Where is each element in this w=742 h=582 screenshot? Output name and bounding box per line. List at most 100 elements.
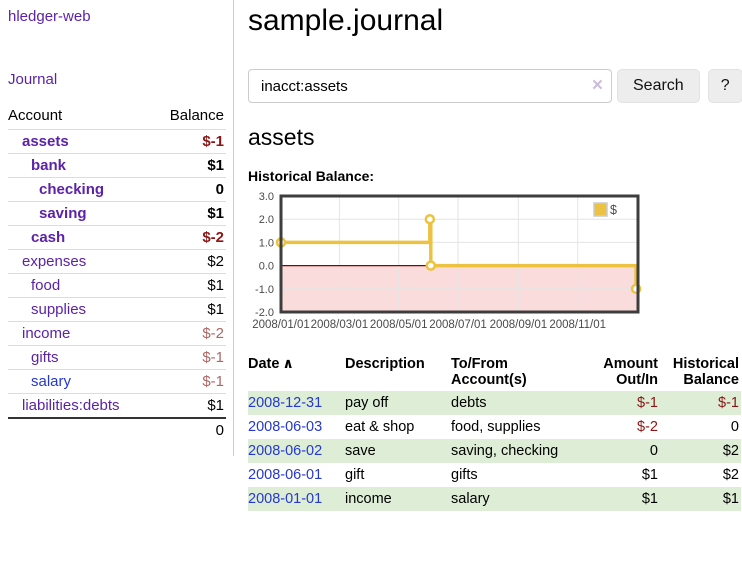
account-link-income[interactable]: income xyxy=(22,325,71,342)
transaction-balance: $-1 xyxy=(718,395,739,411)
transaction-accounts: salary xyxy=(451,491,490,507)
transaction-date-link[interactable]: 2008-06-01 xyxy=(248,467,323,483)
account-row: checking 0 xyxy=(8,177,226,202)
page-title: sample.journal xyxy=(248,4,444,37)
svg-text:2008/11/01: 2008/11/01 xyxy=(549,319,606,331)
account-row: salary $-1 xyxy=(8,369,226,394)
svg-text:1.0: 1.0 xyxy=(259,237,274,249)
account-balance: 0 xyxy=(215,181,224,198)
account-link-expenses[interactable]: expenses xyxy=(22,253,87,270)
account-row: gifts $-1 xyxy=(8,345,226,370)
transaction-date-link[interactable]: 2008-01-01 xyxy=(248,491,323,507)
account-link-supplies[interactable]: supplies xyxy=(31,301,87,318)
historical-balance-chart: 3.0 2.0 1.0 0.0 -1.0 -2.0 2008/01/01 2008/03/01… xyxy=(248,191,648,335)
transaction-description: pay off xyxy=(345,395,389,411)
account-balance: $1 xyxy=(207,277,224,294)
account-balance: $-1 xyxy=(202,133,224,150)
svg-text:-2.0: -2.0 xyxy=(255,307,274,319)
svg-text:2008/09/01: 2008/09/01 xyxy=(490,319,548,331)
transaction-description: gift xyxy=(345,467,365,483)
register-col-amount: Amount Out/In xyxy=(603,356,658,388)
register-col-balance: Historical Balance xyxy=(672,356,739,388)
svg-text:2008/07/01: 2008/07/01 xyxy=(429,319,487,331)
page: hledger-web Journal Account Balance asse… xyxy=(0,0,742,519)
register-row: 2008-06-03 eat & shop food, supplies $-2… xyxy=(248,415,741,439)
transaction-amount: $-1 xyxy=(637,395,658,411)
account-link-liabilities-debts[interactable]: liabilities:debts xyxy=(22,397,120,414)
account-row: saving $1 xyxy=(8,201,226,226)
svg-text:2008/03/01: 2008/03/01 xyxy=(311,319,369,331)
register-col-description: Description xyxy=(345,356,425,372)
register-table: Date ∧ Description To/From Account(s) Amo… xyxy=(248,353,741,511)
register-row: 2008-06-02 save saving, checking 0 $2 xyxy=(248,439,741,463)
transaction-balance: $1 xyxy=(722,491,739,507)
transaction-description: income xyxy=(345,491,392,507)
svg-text:3.0: 3.0 xyxy=(259,191,274,203)
accounts-total-value: 0 xyxy=(215,422,224,439)
svg-text:2.0: 2.0 xyxy=(259,214,274,226)
help-button[interactable]: ? xyxy=(707,69,742,103)
account-link-saving[interactable]: saving xyxy=(39,205,87,222)
account-row: income $-2 xyxy=(8,321,226,346)
transaction-accounts: gifts xyxy=(451,467,478,483)
account-balance: $1 xyxy=(207,397,224,414)
account-balance: $-2 xyxy=(202,325,224,342)
transaction-date-link[interactable]: 2008-12-31 xyxy=(248,395,323,411)
account-row: expenses $2 xyxy=(8,249,226,274)
account-link-salary[interactable]: salary xyxy=(31,373,72,390)
transaction-balance: 0 xyxy=(730,419,739,435)
transaction-amount: 0 xyxy=(649,443,658,459)
account-row: food $1 xyxy=(8,273,226,298)
main-content: sample.journal × Search ? assets Histori… xyxy=(234,0,742,519)
transaction-date-link[interactable]: 2008-06-02 xyxy=(248,443,323,459)
account-link-food[interactable]: food xyxy=(31,277,61,294)
accounts-table: Account Balance assets $-1 bank $1 check… xyxy=(8,104,226,442)
sidebar: hledger-web Journal Account Balance asse… xyxy=(0,0,234,456)
account-link-checking[interactable]: checking xyxy=(39,181,105,198)
chart-title: Historical Balance: xyxy=(248,168,375,184)
transaction-amount: $-2 xyxy=(637,419,658,435)
svg-text:2008/01/01: 2008/01/01 xyxy=(252,319,310,331)
search-input[interactable] xyxy=(248,69,612,103)
transaction-accounts: debts xyxy=(451,395,487,411)
transaction-balance: $2 xyxy=(722,467,739,483)
account-link-bank[interactable]: bank xyxy=(31,157,67,174)
search-button[interactable]: Search xyxy=(617,69,700,103)
transaction-amount: $1 xyxy=(641,467,658,483)
sort-asc-icon: ∧ xyxy=(282,356,294,372)
register-col-accounts: To/From Account(s) xyxy=(451,356,527,388)
nav-journal-link[interactable]: Journal xyxy=(8,71,58,88)
transaction-description: eat & shop xyxy=(345,419,415,435)
register-header-row: Date ∧ Description To/From Account(s) Amo… xyxy=(248,353,741,391)
register-row: 2008-01-01 income salary $1 $1 xyxy=(248,487,741,511)
svg-text:0.0: 0.0 xyxy=(259,261,274,273)
account-balance: $-2 xyxy=(202,229,224,246)
account-balance: $-1 xyxy=(202,349,224,366)
accounts-col-balance: Balance xyxy=(169,107,224,124)
transaction-date-link[interactable]: 2008-06-03 xyxy=(248,419,323,435)
account-balance: $1 xyxy=(207,157,224,174)
register-col-date[interactable]: Date ∧ xyxy=(248,356,294,372)
clear-search-icon[interactable]: × xyxy=(591,75,603,96)
transaction-accounts: food, supplies xyxy=(451,419,541,435)
search-form: × Search ? xyxy=(248,69,742,103)
account-balance: $1 xyxy=(207,301,224,318)
transaction-amount: $1 xyxy=(641,491,658,507)
account-row: bank $1 xyxy=(8,153,226,178)
account-balance: $-1 xyxy=(202,373,224,390)
brand-link[interactable]: hledger-web xyxy=(8,8,91,25)
accounts-total-row: 0 xyxy=(8,418,226,442)
transaction-description: save xyxy=(345,443,376,459)
svg-text:2008/05/01: 2008/05/01 xyxy=(370,319,428,331)
account-link-cash[interactable]: cash xyxy=(31,229,66,246)
report-account-title: assets xyxy=(248,124,315,150)
account-link-gifts[interactable]: gifts xyxy=(31,349,59,366)
account-link-assets[interactable]: assets xyxy=(22,133,69,150)
svg-text:$: $ xyxy=(610,203,617,217)
account-balance: $2 xyxy=(207,253,224,270)
register-row: 2008-06-01 gift gifts $1 $2 xyxy=(248,463,741,487)
svg-text:-1.0: -1.0 xyxy=(255,284,274,296)
register-row: 2008-12-31 pay off debts $-1 $-1 xyxy=(248,391,741,415)
accounts-col-account: Account xyxy=(8,107,63,124)
